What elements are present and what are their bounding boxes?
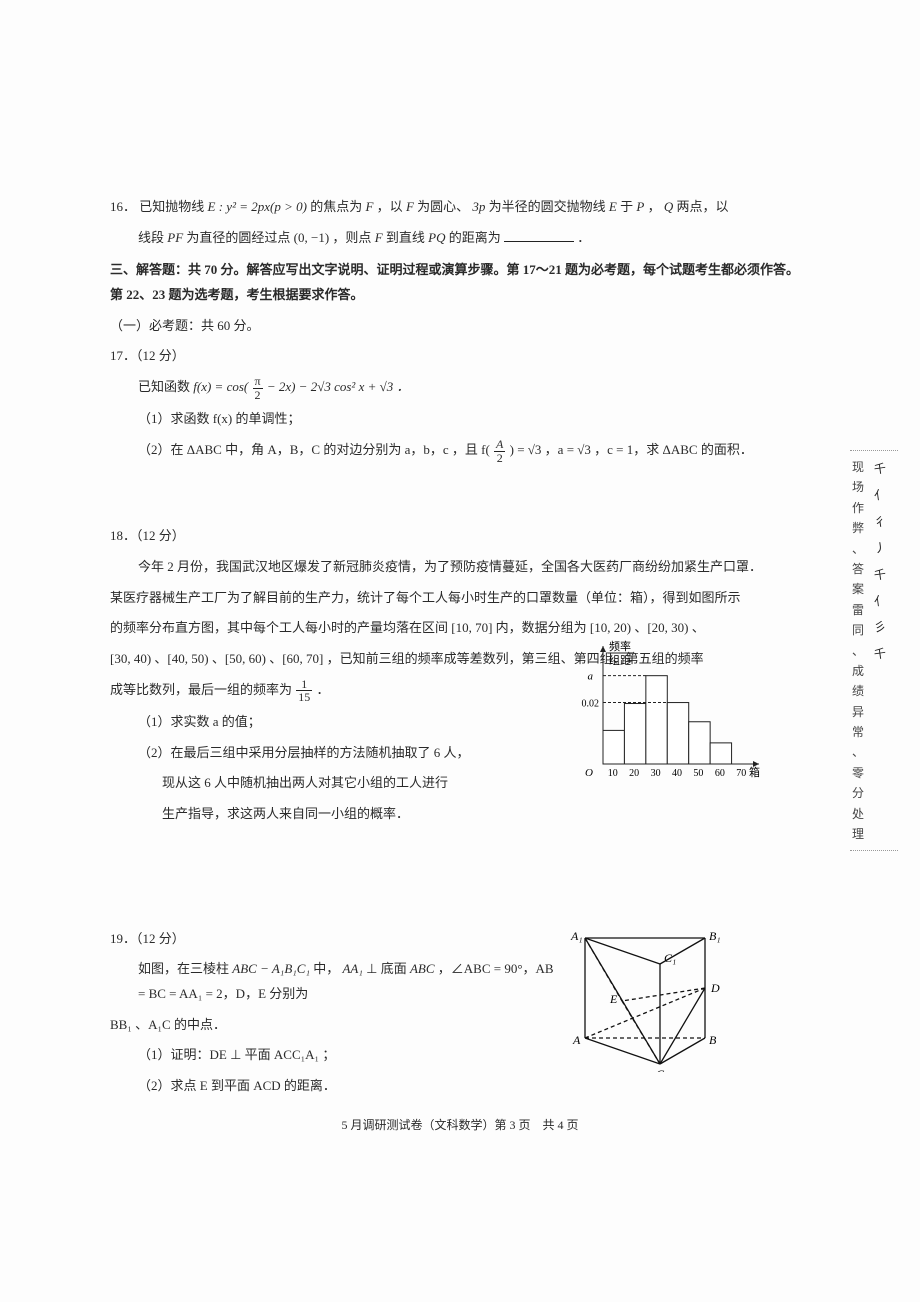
- q19-prism-figure: A₁ B₁ C₁ A B C D E: [565, 922, 735, 1081]
- svg-text:70: 70: [736, 768, 746, 779]
- margin-notes: 现场作弊、答案雷同、成绩异常、零分处理 千亻彳丿千亻彡千: [850, 450, 898, 851]
- svg-text:10: 10: [608, 768, 618, 779]
- exam-page: 16． 已知抛物线 E : y² = 2px(p > 0) 的焦点为 F ，以 …: [0, 0, 920, 1302]
- histogram-svg: a 0.02 10 20 30 40 50 60 70 O 箱 频率组距: [565, 624, 765, 784]
- q19-l1: 如图，在三棱柱 ABC − A₁B₁C₁ 中， AA₁ ⊥ 底面 ABC ，∠A…: [110, 957, 560, 1006]
- q18-histogram: a 0.02 10 20 30 40 50 60 70 O 箱 频率组距: [565, 624, 765, 793]
- section3-sub: （一）必考题：共 60 分。: [110, 314, 810, 339]
- section3-title: 三、解答题：共 70 分。解答应写出文字说明、证明过程或演算步骤。第 17～21…: [110, 258, 810, 307]
- q17-line1: 已知函数 f(x) = cos( π 2 − 2x) − 2√3 cos² x …: [110, 375, 810, 401]
- svg-text:B₁: B₁: [709, 929, 721, 943]
- q16-line2: 线段 PF 为直径的圆经过点 (0, −1) ，则点 F 到直线 PQ 的距离为…: [110, 226, 810, 251]
- svg-text:D: D: [710, 981, 720, 995]
- q17-head: 17．（12 分）: [110, 344, 810, 369]
- svg-text:30: 30: [651, 768, 661, 779]
- q18-l2: 某医疗器械生产工厂为了解目前的生产力，统计了每个工人每小时生产的口罩数量（单位：…: [110, 586, 810, 611]
- svg-text:C: C: [656, 1067, 665, 1072]
- svg-text:60: 60: [715, 768, 725, 779]
- q17-p1: （1）求函数 f(x) 的单调性；: [110, 407, 810, 432]
- svg-text:A: A: [572, 1033, 581, 1047]
- svg-text:20: 20: [629, 768, 639, 779]
- svg-text:O: O: [585, 767, 593, 779]
- q18-p2-l2: 现从这 6 人中随机抽出两人对其它小组的工人进行: [110, 771, 560, 796]
- q16-num: 16．: [110, 199, 136, 214]
- q16-expr: E : y² = 2px(p > 0): [208, 199, 307, 214]
- svg-text:40: 40: [672, 768, 682, 779]
- margin-text-vertical: 现场作弊、答案雷同、成绩异常、零分处理: [850, 457, 866, 844]
- svg-text:50: 50: [693, 768, 703, 779]
- page-footer: 5 月调研测试卷（文科数学）第 3 页 共 4 页: [0, 1114, 920, 1137]
- q18-head: 18．（12 分）: [110, 524, 810, 549]
- q18-frac: 1 15: [296, 678, 312, 704]
- svg-text:B: B: [709, 1033, 717, 1047]
- svg-text:频率: 频率: [609, 639, 631, 653]
- q17-frac2: A 2: [494, 438, 505, 464]
- q16-blank: [504, 229, 574, 242]
- svg-text:0.02: 0.02: [582, 699, 600, 710]
- svg-text:C₁: C₁: [664, 951, 676, 965]
- q16-line1: 16． 已知抛物线 E : y² = 2px(p > 0) 的焦点为 F ，以 …: [110, 195, 810, 220]
- q18-p2-l1: （2）在最后三组中采用分层抽样的方法随机抽取了 6 人，: [110, 741, 560, 766]
- svg-text:箱: 箱: [749, 765, 760, 779]
- svg-text:组距: 组距: [609, 653, 631, 667]
- q17-frac1: π 2: [253, 375, 263, 401]
- q17-p2: （2）在 ΔABC 中，角 A，B，C 的对边分别为 a，b，c ，且 f( A…: [110, 438, 810, 464]
- svg-text:a: a: [588, 671, 594, 683]
- q18-p1: （1）求实数 a 的值；: [110, 710, 560, 735]
- q18-l1: 今年 2 月份，我国武汉地区爆发了新冠肺炎疫情，为了预防疫情蔓延，全国各大医药厂…: [110, 555, 810, 580]
- svg-text:A₁: A₁: [570, 929, 583, 943]
- margin-scribbles: 千亻彳丿千亻彡千: [866, 457, 894, 844]
- svg-text:E: E: [609, 992, 618, 1006]
- prism-svg: A₁ B₁ C₁ A B C D E: [565, 922, 735, 1072]
- q18-p2-l3: 生产指导，求这两人来自同一小组的概率．: [110, 802, 560, 827]
